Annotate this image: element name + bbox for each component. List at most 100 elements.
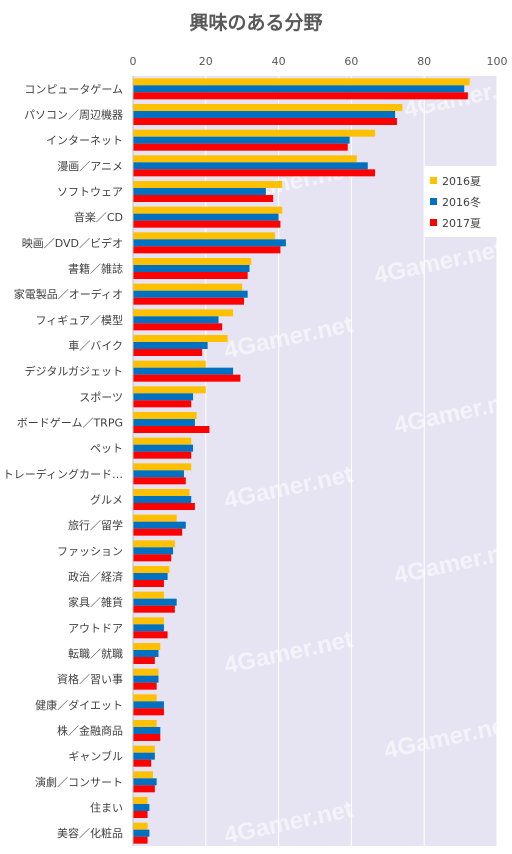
bar — [133, 521, 186, 529]
y-category-label: ペット — [90, 442, 123, 455]
bar — [133, 591, 164, 599]
bar — [133, 631, 168, 639]
bar — [133, 573, 168, 580]
bar — [133, 668, 159, 676]
bar — [133, 650, 159, 657]
y-category-label: 演劇／コンサート — [35, 775, 123, 789]
bar — [133, 708, 164, 716]
legend-item-2017-summer: 2017夏 — [430, 212, 496, 233]
bar — [133, 195, 274, 202]
x-tick-label: 40 — [272, 55, 286, 68]
bar — [133, 503, 195, 510]
bar — [133, 675, 159, 683]
y-category-label: 書籍／雑誌 — [68, 262, 123, 276]
x-tick-label: 60 — [344, 55, 358, 68]
bar — [133, 643, 161, 650]
bar — [133, 220, 281, 228]
bar — [133, 283, 243, 291]
y-category-label: スポーツ — [79, 391, 123, 404]
legend: 2016夏 2016冬 2017夏 — [424, 166, 502, 237]
y-category-label: 旅行／留学 — [68, 518, 123, 532]
bar — [133, 111, 396, 118]
chart-title: 興味のある分野 — [189, 12, 323, 34]
bar — [133, 804, 150, 811]
legend-item-2016-summer: 2016夏 — [430, 170, 496, 191]
legend-swatch — [430, 177, 437, 184]
bar — [133, 451, 192, 459]
bar — [133, 540, 175, 548]
y-category-label: 映画／DVD／ビデオ — [22, 236, 123, 250]
bar — [133, 470, 184, 478]
bar — [133, 547, 174, 555]
bar — [133, 785, 155, 793]
y-category-label: コンピュータゲーム — [24, 83, 123, 96]
bar — [133, 129, 376, 137]
y-category-label: 株／金融商品 — [57, 724, 123, 738]
bar — [133, 290, 248, 298]
bar — [133, 309, 234, 317]
bar — [133, 143, 348, 151]
y-category-label: 美容／化粧品 — [57, 826, 123, 840]
legend-label: 2016夏 — [442, 174, 481, 188]
bar — [133, 797, 148, 804]
bar — [133, 624, 164, 632]
bar — [133, 412, 197, 419]
bar — [133, 188, 266, 195]
bar — [133, 169, 376, 177]
bar — [133, 745, 155, 753]
bar — [133, 836, 148, 844]
bar — [133, 514, 177, 522]
bar — [133, 598, 177, 606]
bar — [133, 239, 286, 247]
bar — [133, 426, 210, 433]
x-tick-label: 80 — [417, 55, 431, 68]
legend-item-2016-winter: 2016冬 — [430, 191, 496, 212]
bar — [133, 682, 157, 690]
bar — [133, 360, 206, 368]
y-category-label: 車／バイク — [68, 339, 123, 353]
y-category-label: 漫画／アニメ — [57, 159, 123, 173]
bar — [133, 759, 152, 767]
bar — [133, 400, 192, 408]
bar — [133, 181, 283, 188]
bar — [133, 85, 465, 93]
bar — [133, 92, 468, 100]
bar — [133, 386, 206, 394]
y-category-label: ボードゲーム／TRPG — [17, 417, 123, 430]
y-category-label: 資格／習い事 — [57, 672, 123, 686]
y-category-label: 政治／経済 — [68, 570, 123, 584]
bar — [133, 727, 161, 734]
bar — [133, 437, 192, 445]
bar — [133, 701, 164, 709]
bar — [133, 342, 208, 349]
bar — [133, 316, 219, 324]
bar — [133, 246, 281, 254]
y-category-label: 家具／雑貨 — [68, 595, 123, 609]
bar — [133, 136, 350, 144]
bar — [133, 605, 175, 613]
y-category-label: ギャンブル — [68, 749, 123, 763]
bar — [133, 206, 283, 214]
bar — [133, 477, 186, 485]
legend-label: 2016冬 — [442, 195, 481, 209]
y-category-label: 住まい — [90, 801, 123, 815]
x-tick-label: 20 — [199, 55, 213, 68]
y-category-label: フィギュア／模型 — [35, 313, 123, 327]
bar — [133, 617, 164, 625]
bar — [133, 771, 154, 779]
bar — [133, 811, 148, 818]
y-category-label: ソフトウェア — [57, 186, 123, 199]
bar — [133, 752, 155, 760]
x-tick-label: 100 — [487, 55, 508, 68]
bar — [133, 118, 397, 125]
bar — [133, 335, 228, 342]
bar — [133, 258, 252, 265]
y-category-label: トレーディングカード… — [3, 467, 123, 481]
bar — [133, 489, 190, 496]
bar — [133, 297, 245, 305]
legend-swatch — [430, 219, 437, 226]
bar — [133, 104, 403, 111]
y-category-label: 家電製品／オーディオ — [14, 287, 123, 301]
bar — [133, 528, 183, 536]
